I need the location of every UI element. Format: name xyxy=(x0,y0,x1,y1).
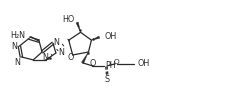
Text: O: O xyxy=(113,59,119,65)
Text: N: N xyxy=(43,53,48,62)
Text: N: N xyxy=(53,38,59,47)
Polygon shape xyxy=(76,22,81,32)
Text: O: O xyxy=(67,53,74,62)
Text: O: O xyxy=(89,59,96,68)
Polygon shape xyxy=(92,36,100,40)
Polygon shape xyxy=(81,52,89,63)
Text: OH: OH xyxy=(104,32,117,41)
Text: PH: PH xyxy=(106,61,116,70)
Text: HO: HO xyxy=(62,15,74,24)
Text: OH: OH xyxy=(138,59,150,68)
Text: N: N xyxy=(11,42,17,51)
Text: S: S xyxy=(105,75,110,84)
Text: N: N xyxy=(59,49,64,58)
Text: N: N xyxy=(14,58,20,67)
Text: H₂N: H₂N xyxy=(10,31,25,40)
